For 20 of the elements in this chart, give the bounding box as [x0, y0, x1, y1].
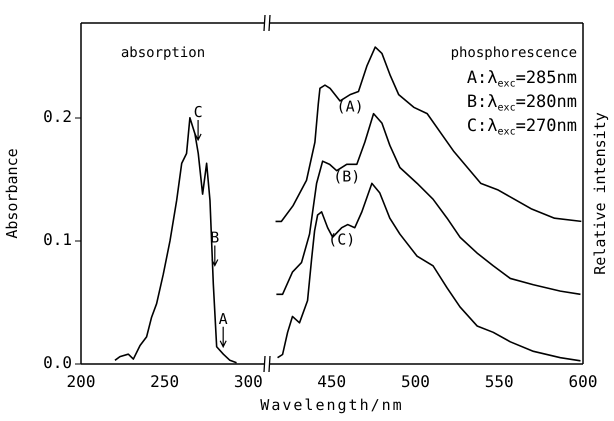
x-tick-label: 500 [400, 372, 430, 391]
annotation: phosphorescence [450, 45, 578, 61]
annotation: C [194, 102, 203, 121]
x-tick-label: 250 [150, 372, 180, 391]
x-tick-label: 200 [66, 372, 96, 391]
annotation: A [218, 310, 228, 328]
y-axis-title: Absorbance [2, 148, 21, 239]
x-axis-title: Wavelength/nm [259, 396, 405, 414]
x-tick-label: 600 [568, 372, 598, 391]
y-tick-label: 0.2 [43, 106, 72, 126]
x-tick-label: 550 [484, 372, 514, 391]
annotation: absorption [120, 45, 206, 61]
x-tick-label: 300 [234, 372, 263, 391]
y-tick-label: 0.0 [43, 353, 72, 372]
series-label: (B) [333, 167, 360, 186]
y2-axis-title: Relative intensity [591, 112, 609, 275]
y-tick-label: 0.1 [43, 230, 72, 250]
series-label: (A) [336, 98, 364, 116]
series-label: (C) [328, 230, 356, 249]
x-tick-label: 450 [317, 372, 346, 391]
